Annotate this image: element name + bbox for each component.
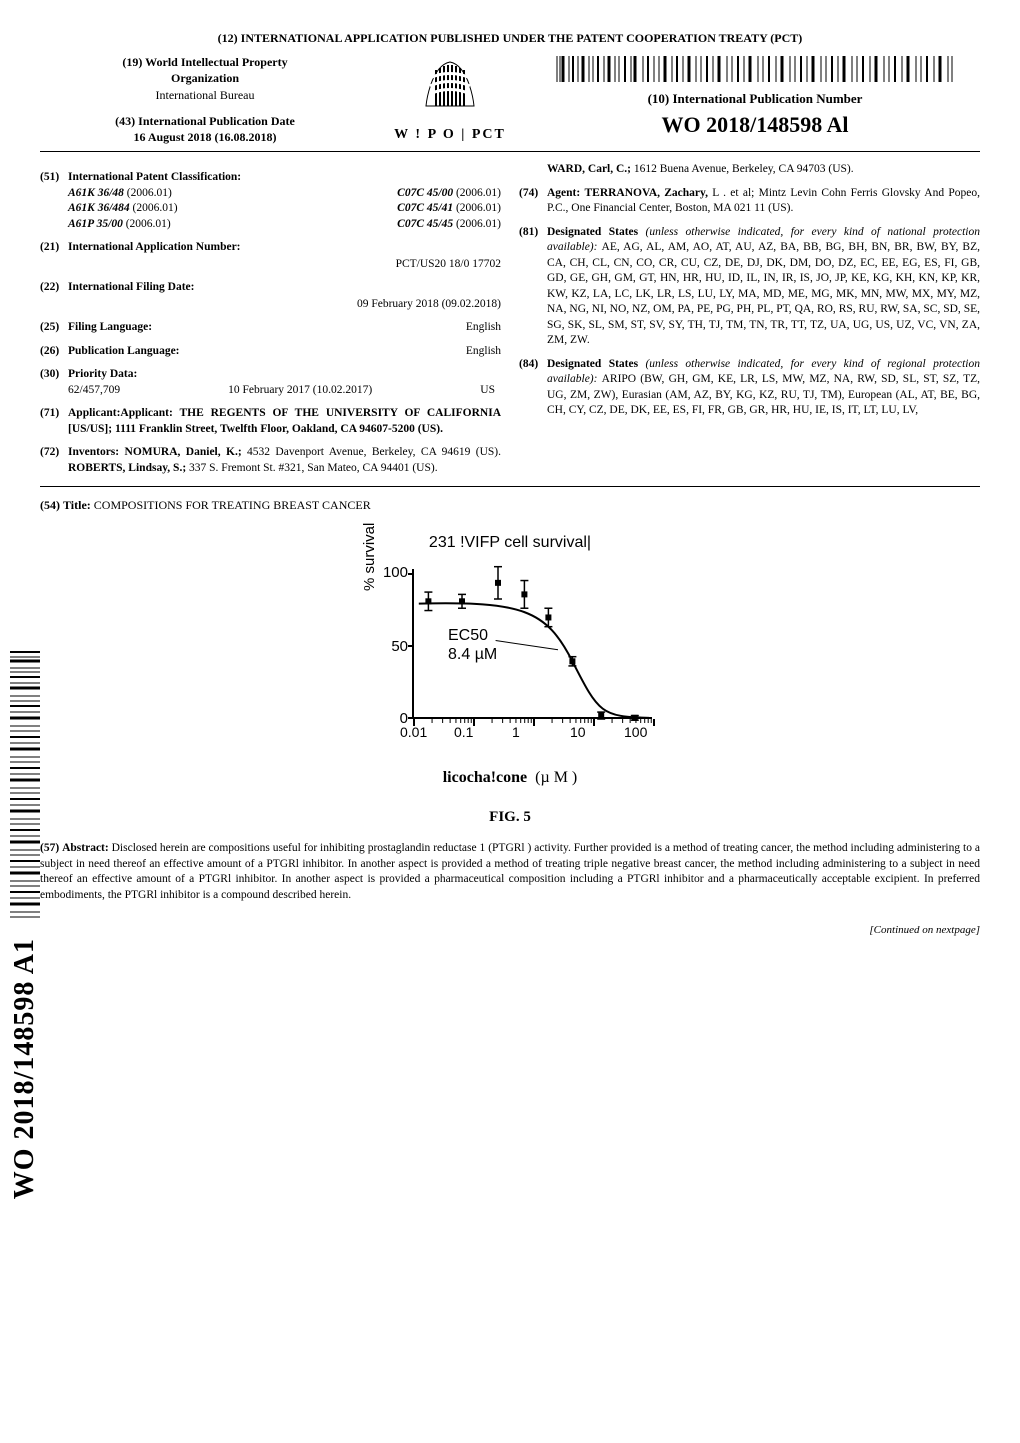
field-number: (25): [40, 320, 68, 336]
field-10: (10) International Publication Number: [530, 90, 980, 108]
chart-xtick: 0.01: [400, 723, 427, 742]
side-publication-number: WO 2018/148598 A1: [6, 938, 44, 1199]
field-19: (19) World Intellectual Property: [40, 54, 370, 70]
field-label: International Filing Date:: [68, 280, 501, 296]
chart-ytick: 100: [382, 563, 408, 583]
field-57: (57) Abstract: Disclosed herein are comp…: [40, 841, 980, 903]
field-label: International Patent Classification:: [68, 170, 501, 186]
pct-header-title: (12) INTERNATIONAL APPLICATION PUBLISHED…: [40, 30, 980, 46]
field-label: Filing Language:: [68, 320, 152, 336]
field-number: (71): [40, 406, 68, 437]
field-number: (51): [40, 170, 68, 232]
chart-ytick: 50: [382, 637, 408, 657]
wipo-org: Organization: [40, 70, 370, 86]
field-74: (74) Agent: TERRANOVA, Zachary, L . et a…: [519, 186, 980, 217]
priority-country: US: [480, 383, 495, 399]
header-left: (19) World Intellectual Property Organiz…: [40, 52, 370, 145]
filing-date: 09 February 2018 (09.02.2018): [68, 297, 501, 313]
publication-date: 16 August 2018 (16.08.2018): [40, 129, 370, 145]
field-number: (22): [40, 280, 68, 312]
field-72: (72) Inventors: NOMURA, Daniel, K.; 4532…: [40, 445, 501, 476]
bibliographic-columns: (51) International Patent Classification…: [40, 162, 980, 487]
field-label: Publication Language:: [68, 344, 180, 360]
ipc-row: A61K 36/484 (2006.01)C07C 45/41 (2006.01…: [68, 201, 501, 217]
inventor-continued: WARD, Carl, C.; 1612 Buena Avenue, Berke…: [547, 162, 980, 178]
figure-caption: FIG. 5: [40, 807, 980, 827]
field-number: (81): [519, 225, 547, 349]
field-label: Designated States: [547, 358, 638, 370]
priority-date: 10 February 2017 (10.02.2017): [228, 383, 372, 399]
figure-region: 231 !VIFP cell survival| % survival 100 …: [40, 532, 980, 827]
field-number: (54): [40, 498, 60, 512]
ec50-value: 8.4 µM: [448, 646, 497, 664]
designated-states-national: AE, AG, AL, AM, AO, AT, AU, AZ, BA, BB, …: [547, 241, 980, 346]
field-26: (26) Publication Language: English: [40, 344, 501, 360]
field-22: (22) International Filing Date: 09 Febru…: [40, 280, 501, 312]
ipc-row: A61P 35/00 (2006.01)C07C 45/45 (2006.01): [68, 217, 501, 233]
chart-xlabel: licocha!cone (µ M ): [40, 767, 980, 789]
field-number: (74): [519, 186, 547, 217]
priority-app-number: 62/457,709: [68, 383, 120, 399]
wipo-pct-label: W ! P O | PCT: [394, 126, 506, 145]
field-label: Abstract:: [62, 842, 109, 854]
header-block: (19) World Intellectual Property Organiz…: [40, 52, 980, 152]
header-right: (10) International Publication Number WO…: [530, 52, 980, 145]
right-column: WARD, Carl, C.; 1612 Buena Avenue, Berke…: [519, 162, 980, 476]
chart-xtick: 10: [570, 723, 586, 742]
designated-states-regional: ARIPO (BW, GH, GM, KE, LR, LS, MW, MZ, N…: [547, 373, 980, 416]
side-barcode-icon: [10, 650, 40, 920]
left-margin-strip: WO 2018/148598 A1: [6, 650, 44, 1199]
field-number: (21): [40, 240, 68, 272]
international-bureau: International Bureau: [40, 87, 370, 103]
invention-title: COMPOSITIONS FOR TREATING BREAST CANCER: [91, 498, 371, 512]
field-number: (26): [40, 344, 68, 360]
field-71: (71) Applicant:Applicant: THE REGENTS OF…: [40, 406, 501, 437]
filing-language: English: [466, 320, 501, 336]
publication-language: English: [466, 344, 501, 360]
continued-note: [Continued on nextpage]: [40, 923, 980, 938]
field-number: (30): [40, 367, 68, 398]
publication-number: WO 2018/148598 Al: [530, 110, 980, 140]
field-label: Applicant:: [68, 407, 120, 419]
field-label: International Application Number:: [68, 240, 501, 256]
survival-chart: % survival 100 50 0 EC50: [340, 561, 680, 761]
chart-xtick: 1: [512, 723, 520, 742]
field-25: (25) Filing Language: English: [40, 320, 501, 336]
ec50-text: EC50: [448, 627, 497, 645]
field-30: (30) Priority Data: 62/457,709 10 Februa…: [40, 367, 501, 398]
barcode-icon: [555, 56, 955, 82]
field-label: Title:: [63, 498, 91, 512]
field-21: (21) International Application Number: P…: [40, 240, 501, 272]
field-number: (72): [40, 445, 68, 476]
wipo-logo-icon: [422, 56, 478, 112]
abstract-body: Disclosed herein are compositions useful…: [40, 842, 980, 901]
field-81: (81) Designated States (unless otherwise…: [519, 225, 980, 349]
application-number: PCT/US20 18/0 17702: [68, 257, 501, 273]
ipc-row: A61K 36/48 (2006.01)C07C 45/00 (2006.01): [68, 186, 501, 202]
field-number: (84): [519, 357, 547, 419]
chart-xtick: 0.1: [454, 723, 473, 742]
field-label: Priority Data:: [68, 367, 501, 383]
chart-ylabel: % survival: [360, 523, 380, 591]
chart-xtick: 100: [624, 723, 647, 742]
ec50-annotation: EC50 8.4 µM: [448, 627, 497, 664]
field-54: (54) Title: COMPOSITIONS FOR TREATING BR…: [40, 497, 980, 513]
left-column: (51) International Patent Classification…: [40, 162, 501, 476]
field-label: Designated States: [547, 226, 638, 238]
figure-title: 231 !VIFP cell survival|: [40, 532, 980, 554]
chart-xlabel-unit: (µ M ): [535, 769, 577, 786]
header-center: W ! P O | PCT: [370, 52, 530, 145]
field-51: (51) International Patent Classification…: [40, 170, 501, 232]
field-43: (43) International Publication Date: [40, 113, 370, 129]
chart-xlabel-text: licocha!cone: [443, 769, 527, 786]
field-84: (84) Designated States (unless otherwise…: [519, 357, 980, 419]
